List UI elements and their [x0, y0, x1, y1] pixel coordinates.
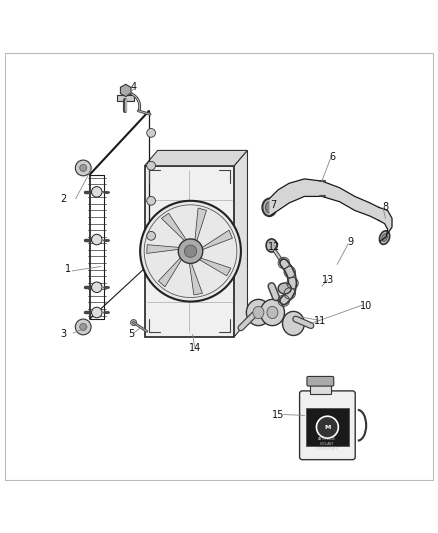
Ellipse shape	[283, 311, 304, 335]
Ellipse shape	[382, 234, 387, 241]
Text: 1: 1	[65, 264, 71, 273]
Circle shape	[178, 239, 203, 263]
Circle shape	[184, 245, 197, 257]
Ellipse shape	[267, 306, 278, 319]
Circle shape	[131, 319, 137, 326]
Circle shape	[147, 161, 155, 170]
Text: CONCENTRATE: CONCENTRATE	[317, 447, 338, 451]
Text: ANTIFREEZE: ANTIFREEZE	[318, 437, 336, 441]
Text: 6: 6	[330, 152, 336, 162]
Circle shape	[123, 87, 129, 93]
Circle shape	[140, 201, 241, 302]
Text: 2: 2	[60, 193, 67, 204]
Circle shape	[92, 235, 102, 245]
Text: 3: 3	[60, 329, 67, 340]
Ellipse shape	[246, 300, 270, 326]
Text: 15: 15	[272, 410, 284, 421]
Polygon shape	[145, 150, 247, 166]
Polygon shape	[198, 230, 233, 251]
Circle shape	[147, 197, 155, 205]
Text: 11: 11	[314, 316, 326, 326]
Text: 10: 10	[360, 301, 372, 311]
Text: 4: 4	[131, 82, 137, 92]
Text: 12: 12	[268, 242, 280, 252]
Text: 5: 5	[128, 329, 134, 340]
Circle shape	[316, 416, 338, 438]
Circle shape	[147, 128, 155, 138]
Polygon shape	[194, 208, 206, 245]
Ellipse shape	[265, 202, 273, 213]
Text: 13: 13	[322, 274, 335, 285]
Text: 8: 8	[382, 203, 389, 212]
Text: M: M	[324, 425, 331, 430]
Ellipse shape	[260, 300, 285, 326]
Polygon shape	[162, 213, 189, 244]
Ellipse shape	[253, 306, 264, 319]
Polygon shape	[145, 166, 234, 336]
Polygon shape	[195, 256, 231, 276]
Circle shape	[75, 319, 91, 335]
Circle shape	[80, 165, 87, 172]
Text: 9: 9	[347, 237, 353, 247]
Circle shape	[92, 187, 102, 197]
Ellipse shape	[278, 283, 291, 294]
Bar	[310, 385, 331, 393]
Circle shape	[80, 324, 87, 330]
FancyBboxPatch shape	[300, 391, 355, 459]
Text: 7: 7	[271, 200, 277, 210]
Text: COOLANT: COOLANT	[320, 442, 335, 446]
Circle shape	[147, 231, 155, 240]
Polygon shape	[159, 255, 184, 287]
Ellipse shape	[379, 231, 390, 244]
Polygon shape	[147, 245, 184, 253]
Polygon shape	[379, 207, 392, 241]
Circle shape	[75, 160, 91, 176]
Bar	[117, 95, 134, 101]
Circle shape	[92, 282, 102, 293]
Ellipse shape	[266, 239, 277, 252]
Ellipse shape	[262, 199, 276, 216]
FancyBboxPatch shape	[307, 376, 334, 386]
Circle shape	[92, 307, 102, 318]
Polygon shape	[269, 179, 379, 221]
Bar	[306, 408, 349, 446]
Polygon shape	[234, 150, 247, 336]
Polygon shape	[189, 259, 202, 295]
Text: 14: 14	[189, 343, 201, 352]
